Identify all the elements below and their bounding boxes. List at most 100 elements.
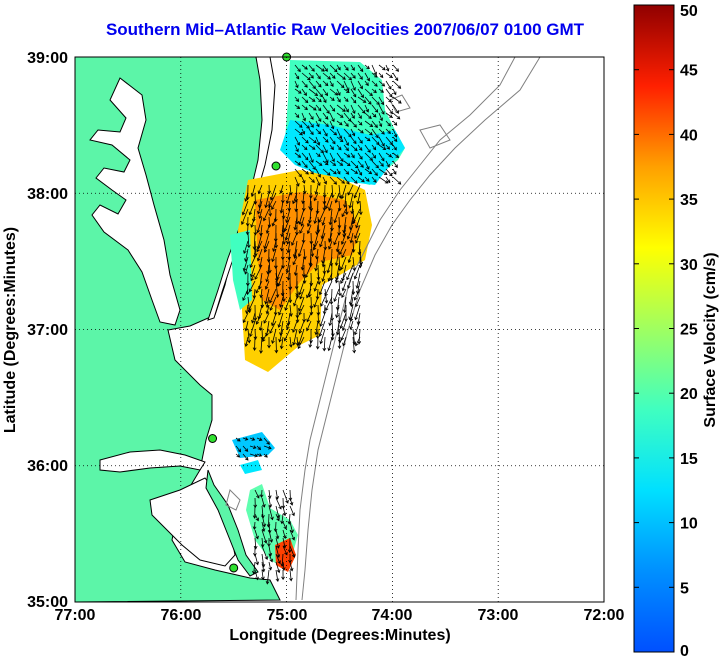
velocity-arrow: [300, 216, 305, 227]
velocity-arrow: [294, 168, 302, 178]
velocity-arrow: [392, 88, 397, 96]
velocity-arrow: [336, 168, 341, 175]
velocity-arrow: [336, 152, 344, 162]
velocity-arrow: [334, 192, 340, 204]
velocity-arrow: [315, 112, 322, 123]
velocity-arrow: [322, 112, 329, 120]
velocity-arrow: [308, 96, 316, 102]
velocity-arrow: [343, 160, 351, 167]
velocity-arrow: [302, 184, 307, 195]
velocity-arrow: [328, 232, 333, 243]
velocity-arrow: [378, 88, 385, 93]
velocity-arrow: [271, 200, 277, 211]
velocity-arrow: [336, 120, 343, 126]
velocity-arrow: [364, 176, 370, 182]
colorbar-tick-label: 40: [680, 127, 698, 144]
velocity-arrow: [301, 136, 309, 144]
velocity-arrow: [318, 208, 326, 223]
velocity-arrow: [350, 104, 356, 114]
velocity-arrow: [357, 176, 365, 183]
velocity-arrow: [364, 64, 370, 70]
map-title: Southern Mid–Atlantic Raw Velocities 200…: [105, 20, 585, 39]
velocity-arrow: [364, 88, 373, 97]
velocity-arrow: [297, 296, 305, 312]
velocity-arrows: [235, 64, 402, 585]
velocity-arrow: [335, 304, 340, 319]
velocity-arrow: [292, 320, 298, 333]
velocity-arrow: [355, 336, 361, 347]
velocity-arrow: [248, 296, 256, 312]
colorbar-tick-label: 30: [680, 257, 698, 274]
velocity-arrow: [341, 208, 347, 218]
velocity-arrow: [371, 128, 379, 139]
velocity-arrow: [279, 184, 284, 194]
velocity-arrow: [315, 120, 320, 128]
velocity-arrow: [322, 88, 329, 97]
velocity-arrow: [324, 296, 333, 312]
colorbar-tick-label: 15: [680, 451, 698, 468]
velocity-arrow: [252, 336, 257, 351]
velocity-arrow: [301, 104, 308, 111]
velocity-arrow: [316, 312, 321, 324]
velocity-arrow: [378, 144, 387, 150]
velocity-arrow: [355, 216, 361, 229]
velocity-arrow: [294, 104, 301, 109]
velocity-arrow: [315, 64, 325, 72]
velocity-arrow: [385, 96, 392, 103]
velocity-arrow: [263, 453, 268, 458]
velocity-arrow: [313, 208, 319, 225]
velocity-arrow: [336, 176, 345, 184]
velocity-arrow: [286, 232, 291, 245]
velocity-arrow: [327, 272, 333, 282]
velocity-arrow: [357, 136, 363, 144]
velocity-arrow: [264, 280, 270, 290]
velocity-arrow: [263, 445, 272, 450]
y-tick-label: 36:00: [27, 458, 68, 475]
velocity-arrow: [314, 184, 319, 195]
velocity-arrow: [353, 264, 361, 280]
colorbar-tick-label: 10: [680, 516, 698, 533]
velocity-arrow: [315, 72, 321, 80]
velocity-arrow: [336, 88, 341, 96]
velocity-arrow: [301, 152, 309, 161]
velocity-arrow: [244, 336, 249, 348]
velocity-arrow: [255, 312, 263, 325]
velocity-arrow: [249, 437, 256, 441]
velocity-arrow: [254, 569, 259, 581]
velocity-arrow: [265, 569, 270, 585]
velocity-arrow: [301, 160, 308, 169]
velocity-arrow: [334, 248, 340, 267]
velocity-arrow: [279, 200, 284, 214]
velocity-arrow: [322, 120, 329, 128]
x-tick-label: 76:00: [161, 607, 202, 624]
velocity-arrow: [252, 505, 257, 519]
velocity-arrow: [245, 304, 249, 315]
velocity-arrow: [268, 192, 277, 208]
velocity-arrow: [385, 88, 393, 98]
velocity-arrow: [385, 80, 392, 90]
velocity-arrow: [315, 128, 322, 135]
velocity-arrow: [385, 144, 390, 150]
velocity-arrow: [357, 328, 362, 345]
velocity-arrow: [371, 88, 377, 94]
velocity-arrow: [315, 96, 322, 103]
velocity-arrow: [340, 184, 347, 200]
velocity-arrow: [392, 136, 398, 143]
velocity-arrow: [306, 320, 312, 332]
velocity-arrow: [333, 208, 340, 224]
velocity-arrow: [242, 453, 249, 461]
velocity-arrow: [329, 64, 338, 73]
velocity-arrow: [322, 64, 328, 72]
velocity-arrow: [281, 288, 286, 303]
x-tick-label: 74:00: [372, 607, 413, 624]
velocity-arrow: [261, 545, 269, 561]
velocity-arrow: [378, 160, 384, 167]
velocity-arrow: [329, 144, 334, 151]
velocity-arrow: [299, 288, 305, 300]
x-tick-label: 77:00: [55, 607, 96, 624]
velocity-arrow: [319, 232, 326, 248]
velocity-arrow: [261, 497, 266, 508]
velocity-arrow: [256, 216, 263, 234]
velocity-arrow: [392, 144, 397, 151]
velocity-arrow: [266, 264, 270, 275]
